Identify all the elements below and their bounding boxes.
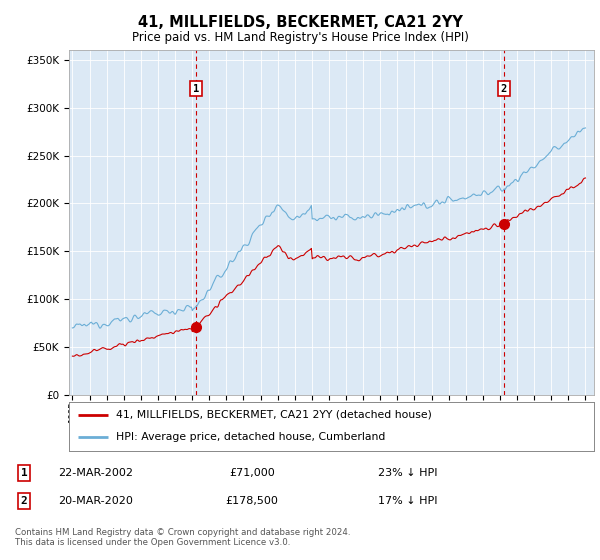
Text: 17% ↓ HPI: 17% ↓ HPI [378, 496, 438, 506]
Text: £71,000: £71,000 [229, 468, 275, 478]
Text: HPI: Average price, detached house, Cumberland: HPI: Average price, detached house, Cumb… [116, 432, 386, 442]
Text: 20-MAR-2020: 20-MAR-2020 [59, 496, 133, 506]
Text: 2: 2 [20, 496, 28, 506]
Text: 1: 1 [20, 468, 28, 478]
Text: 22-MAR-2002: 22-MAR-2002 [59, 468, 133, 478]
Text: £178,500: £178,500 [226, 496, 278, 506]
Text: 1: 1 [193, 83, 199, 94]
Text: 23% ↓ HPI: 23% ↓ HPI [378, 468, 438, 478]
Text: 41, MILLFIELDS, BECKERMET, CA21 2YY (detached house): 41, MILLFIELDS, BECKERMET, CA21 2YY (det… [116, 410, 432, 420]
Text: 2: 2 [501, 83, 507, 94]
Text: Price paid vs. HM Land Registry's House Price Index (HPI): Price paid vs. HM Land Registry's House … [131, 31, 469, 44]
Text: Contains HM Land Registry data © Crown copyright and database right 2024.
This d: Contains HM Land Registry data © Crown c… [15, 528, 350, 547]
Text: 41, MILLFIELDS, BECKERMET, CA21 2YY: 41, MILLFIELDS, BECKERMET, CA21 2YY [137, 15, 463, 30]
